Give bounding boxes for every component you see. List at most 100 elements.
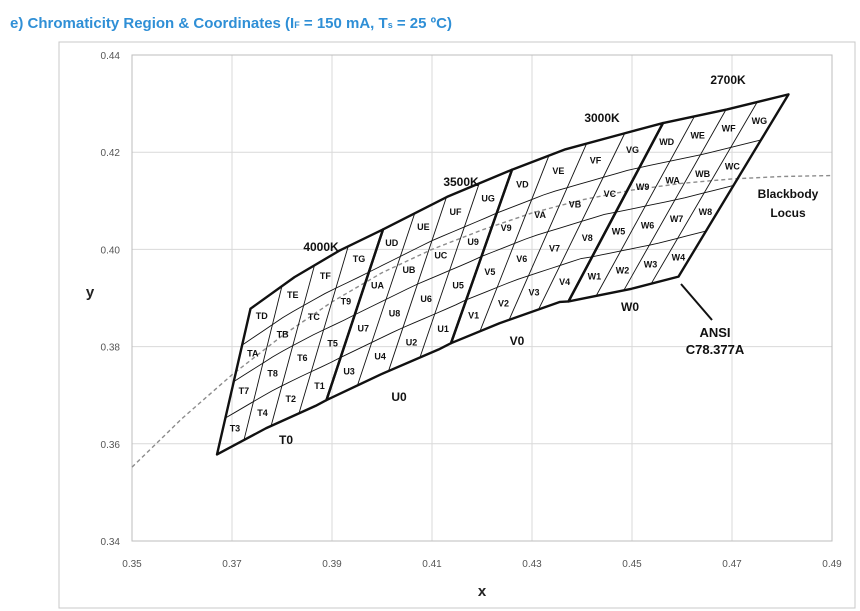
heading-title-mid: = 150 mA, T bbox=[299, 15, 388, 32]
bin-cell-label: T5 bbox=[327, 339, 338, 349]
bin-cell-label: W1 bbox=[588, 271, 602, 281]
bin-cell-label: V7 bbox=[549, 244, 560, 254]
bin-cell-label: TE bbox=[287, 290, 299, 300]
bin-cell-label: V5 bbox=[484, 267, 495, 277]
y-tick-label: 0.36 bbox=[101, 440, 121, 451]
bin-cell-label: W6 bbox=[641, 221, 655, 231]
cct-label-3500k: 3500K bbox=[443, 175, 479, 189]
bin-grid-line bbox=[368, 212, 497, 273]
bin-region-t0: TD TE TF TG TA TB TC T9 T7 T8 T6 T5 T3 T4 T2 T1 bbox=[215, 228, 385, 456]
bin-cell-label: UA bbox=[371, 281, 384, 291]
bin-cell-label: V2 bbox=[498, 298, 509, 308]
x-tick-label: 0.45 bbox=[622, 559, 642, 570]
zone-label-v0: V0 bbox=[510, 334, 525, 348]
x-tick-label: 0.47 bbox=[722, 559, 742, 570]
figure-frame bbox=[58, 41, 856, 609]
bin-outline bbox=[567, 93, 790, 303]
bin-cell-label: U5 bbox=[452, 280, 464, 290]
bin-cell-label: TD bbox=[256, 311, 268, 321]
x-tick-label: 0.37 bbox=[222, 559, 242, 570]
axes: 0.35 0.37 0.39 0.41 0.43 0.45 0.47 0.49 0.34 0.36… bbox=[101, 51, 843, 570]
y-tick-label: 0.40 bbox=[101, 245, 121, 256]
x-tick-label: 0.49 bbox=[822, 559, 842, 570]
ansi-label-line2: C78.377A bbox=[686, 342, 745, 357]
y-tick-label: 0.42 bbox=[101, 148, 121, 159]
plot-area-border bbox=[131, 54, 833, 542]
bin-cell-label: T2 bbox=[286, 394, 297, 404]
zone-label-w0: W0 bbox=[621, 300, 639, 314]
locus-label-line2: Locus bbox=[770, 206, 806, 220]
bin-cell-label: WB bbox=[695, 169, 710, 179]
bin-grid-line bbox=[639, 139, 762, 169]
bin-grid-line bbox=[241, 271, 370, 346]
bin-region-u0: UD UE UF UG UA UB UC U9 U7 U8 U6 U5 U3 U4 U2 U1 bbox=[325, 168, 514, 402]
bin-cell-label: W5 bbox=[612, 227, 626, 237]
x-tick-label: 0.41 bbox=[422, 559, 442, 570]
bin-region-w0: WD WE WF WG W9 WA WB WC W5 W6 W7 W8 W1 W2 W3 W4 bbox=[567, 93, 790, 303]
ansi-label-line1: ANSI bbox=[699, 325, 730, 340]
heading-subscript-f: F bbox=[294, 20, 300, 30]
bin-cell-label: WA bbox=[665, 176, 680, 186]
bin-cell-label: T6 bbox=[297, 353, 308, 363]
y-tick-label: 0.34 bbox=[101, 537, 121, 548]
bin-cell-label: WC bbox=[725, 161, 740, 171]
cct-label-4000k: 4000K bbox=[303, 240, 339, 254]
ansi-pointer-line bbox=[680, 283, 713, 321]
bin-cell-label: VD bbox=[516, 179, 529, 189]
cct-label-3000k: 3000K bbox=[584, 111, 620, 125]
x-tick-label: 0.39 bbox=[322, 559, 342, 570]
bin-cell-label: VF bbox=[590, 155, 602, 165]
bin-cell-label: VB bbox=[569, 200, 582, 210]
bin-grid-line bbox=[340, 299, 467, 358]
chart-heading: e) Chromaticity Region & Coordinates (IF… bbox=[10, 15, 452, 32]
bin-cell-label: TF bbox=[320, 271, 331, 281]
bin-cell-label: WF bbox=[722, 124, 736, 134]
bin-grid-line bbox=[233, 314, 355, 382]
bin-grid-line bbox=[354, 256, 482, 316]
bin-cell-label: T9 bbox=[341, 296, 352, 306]
zone-label-t0: T0 bbox=[279, 433, 293, 447]
bin-cell-label: T4 bbox=[257, 408, 268, 418]
bin-cell-label: V3 bbox=[529, 288, 540, 298]
bin-cell-label: W9 bbox=[636, 182, 650, 192]
heading-title-end: = 25 ºC) bbox=[392, 15, 452, 32]
bin-grid-line bbox=[496, 167, 640, 214]
bin-cell-label: T1 bbox=[314, 381, 325, 391]
bin-regions: TD TE TF TG TA TB TC T9 T7 T8 T6 T5 T3 T4 T2 T1 UD UE UF UG… bbox=[215, 93, 790, 456]
bin-cell-label: V1 bbox=[468, 310, 479, 320]
bin-grid-line bbox=[592, 230, 707, 258]
zone-label-u0: U0 bbox=[391, 390, 407, 404]
x-tick-label: 0.35 bbox=[122, 559, 142, 570]
bin-cell-label: U7 bbox=[358, 323, 370, 333]
bin-cell-label: V4 bbox=[559, 277, 570, 287]
bin-grid-line bbox=[615, 185, 734, 213]
bin-cell-label: V8 bbox=[582, 233, 593, 243]
blackbody-locus-line bbox=[131, 174, 833, 468]
bin-outline bbox=[325, 168, 514, 402]
bin-cell-label: UF bbox=[449, 207, 461, 217]
bin-cell-label: U3 bbox=[343, 366, 355, 376]
y-tick-label: 0.38 bbox=[101, 343, 121, 354]
x-tick-label: 0.43 bbox=[522, 559, 542, 570]
bin-cell-label: TC bbox=[308, 312, 320, 322]
bin-grid-line bbox=[225, 357, 341, 419]
bin-grid-line bbox=[466, 256, 593, 301]
x-axis-label: x bbox=[478, 583, 487, 600]
bin-cell-label: W7 bbox=[670, 214, 684, 224]
bin-cell-label: U8 bbox=[389, 308, 401, 318]
y-axis-label: y bbox=[86, 284, 95, 301]
bin-cell-label: V9 bbox=[501, 223, 512, 233]
bin-cell-label: UB bbox=[402, 265, 415, 275]
heading-subscript-s: s bbox=[387, 20, 393, 30]
bin-cell-label: U6 bbox=[420, 294, 432, 304]
bin-cell-label: W8 bbox=[699, 207, 713, 217]
bin-cell-label: TG bbox=[353, 254, 366, 264]
bin-cell-label: VA bbox=[534, 210, 546, 220]
bin-cell-label: UG bbox=[481, 193, 495, 203]
bin-cell-label: WD bbox=[659, 137, 674, 147]
bin-cell-label: U9 bbox=[467, 237, 479, 247]
heading-title-start: Chromaticity Region & Coordinates (I bbox=[27, 15, 295, 32]
bin-cell-label: UE bbox=[417, 222, 430, 232]
bin-cell-label: T3 bbox=[230, 424, 241, 434]
